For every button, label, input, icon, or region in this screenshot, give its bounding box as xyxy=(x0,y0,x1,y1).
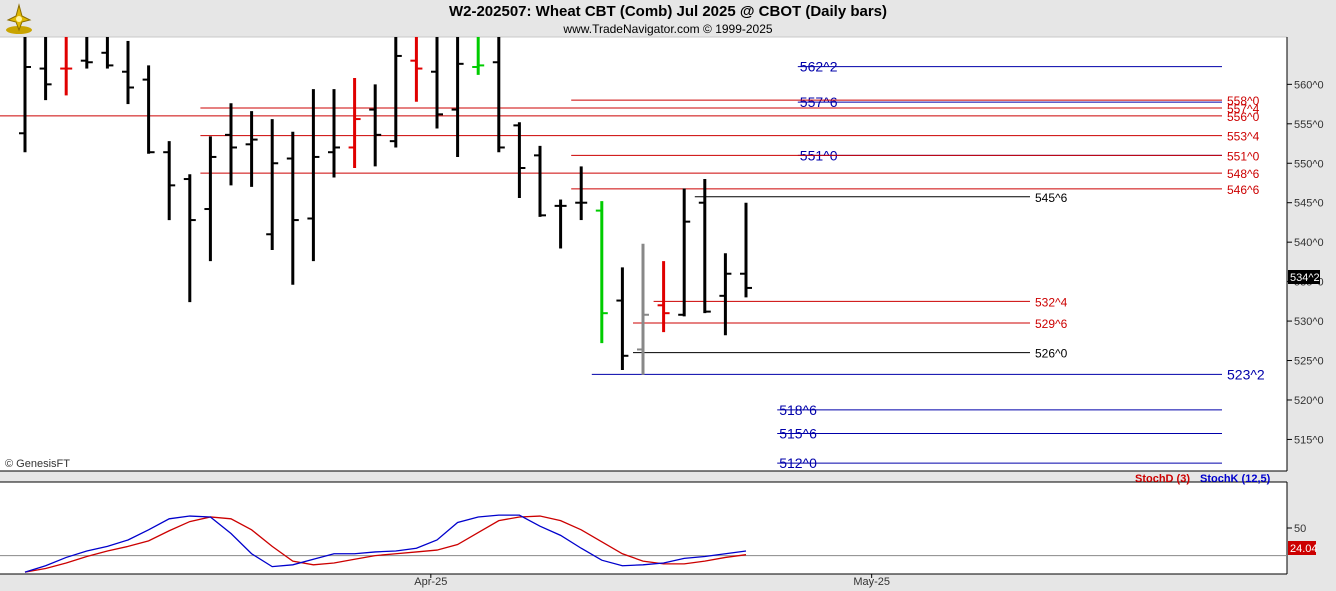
level-label: 515^6 xyxy=(779,426,817,442)
support-resistance-levels: 562^2557^6551^0557^4558^0556^0553^4551^0… xyxy=(0,59,1265,471)
chart-subtitle: www.TradeNavigator.com © 1999-2025 xyxy=(563,22,773,36)
level-label: 548^6 xyxy=(1227,167,1260,181)
indicator-value-label: 24.04 xyxy=(1290,543,1318,555)
copyright-label: © GenesisFT xyxy=(5,458,70,470)
price-axis-label: 545^0 xyxy=(1294,198,1324,210)
price-axis-label: 555^0 xyxy=(1294,119,1324,131)
level-label: 526^0 xyxy=(1035,347,1068,361)
date-axis-label: Apr-25 xyxy=(414,576,447,588)
level-label: 546^6 xyxy=(1227,183,1260,197)
level-label: 553^4 xyxy=(1227,130,1260,144)
level-label: 532^4 xyxy=(1035,295,1068,309)
stochd-legend: StochD (3) xyxy=(1135,473,1190,485)
level-label: 529^6 xyxy=(1035,317,1068,331)
price-axis-label: 540^0 xyxy=(1294,237,1324,249)
chart-title: W2-202507: Wheat CBT (Comb) Jul 2025 @ C… xyxy=(448,3,888,20)
level-label: 551^0 xyxy=(1227,149,1260,163)
level-label: 512^0 xyxy=(779,455,817,471)
level-label: 556^0 xyxy=(1227,110,1260,124)
current-price-box xyxy=(1288,270,1320,284)
price-axis-label: 530^0 xyxy=(1294,316,1324,328)
price-axis-label: 515^0 xyxy=(1294,434,1324,446)
current-price-label: 534^2 xyxy=(1290,272,1320,284)
level-label: 562^2 xyxy=(800,59,838,75)
stochastic-indicator: 50 xyxy=(0,514,1306,573)
level-label: 523^2 xyxy=(1227,366,1265,382)
indicator-axis-label: 50 xyxy=(1294,523,1306,535)
price-axis-label: 560^0 xyxy=(1294,79,1324,91)
stochk-line xyxy=(24,514,747,573)
price-axis-label: 525^0 xyxy=(1294,356,1324,368)
level-label: 557^6 xyxy=(800,94,838,110)
level-label: 558^0 xyxy=(1227,94,1260,108)
price-axis: 515^0520^0525^0530^0535^0540^0545^0550^0… xyxy=(1287,79,1324,446)
indicator-value-box xyxy=(1288,541,1316,555)
date-axis: Apr-25 May-25 xyxy=(414,574,890,588)
chart-header: W2-202507: Wheat CBT (Comb) Jul 2025 @ C… xyxy=(0,0,1336,38)
indicator-plot-area xyxy=(0,482,1287,574)
date-axis-label: May-25 xyxy=(853,576,890,588)
level-label: 557^4 xyxy=(1227,102,1260,116)
price-bars xyxy=(19,37,752,375)
stochk-legend: StochK (12,5) xyxy=(1200,473,1271,485)
level-label: 518^6 xyxy=(779,402,817,418)
stochd-line xyxy=(24,515,747,573)
level-label: 545^6 xyxy=(1035,191,1068,205)
price-axis-label: 520^0 xyxy=(1294,395,1324,407)
genesis-logo-icon xyxy=(6,3,32,34)
price-axis-label: 550^0 xyxy=(1294,158,1324,170)
